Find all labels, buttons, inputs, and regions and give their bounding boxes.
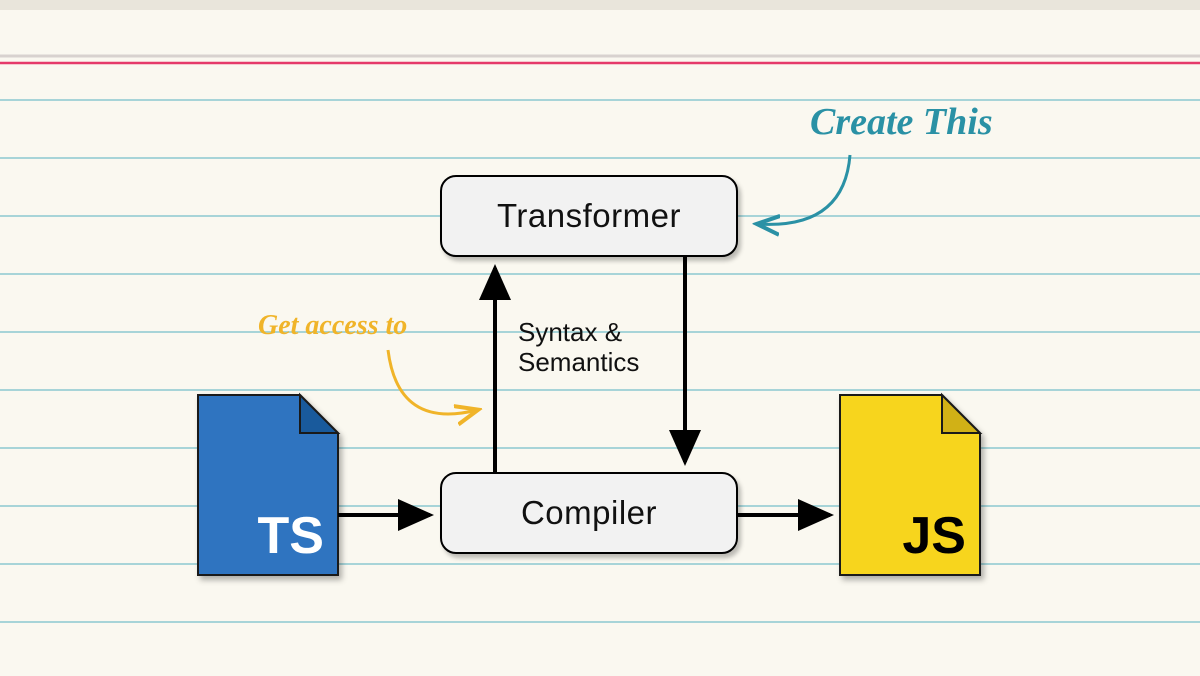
syntax-label-line2: Semantics [518, 347, 639, 377]
get-access-to-arrow [388, 350, 477, 414]
transformer-label: Transformer [497, 197, 681, 235]
compiler-label: Compiler [521, 494, 657, 532]
svg-text:JS: JS [902, 507, 966, 565]
transformer-node: Transformer [440, 175, 738, 257]
create-this-annotation: Create This [810, 100, 993, 144]
ts-file-icon: TS [198, 395, 338, 575]
create-this-text: Create This [810, 101, 993, 143]
create-this-arrow [758, 155, 850, 224]
svg-text:TS: TS [258, 507, 324, 565]
get-access-to-text: Get access to [258, 310, 407, 341]
get-access-to-annotation: Get access to [258, 310, 407, 342]
syntax-label-line1: Syntax & [518, 317, 622, 347]
syntax-semantics-label: Syntax & Semantics [518, 318, 639, 378]
js-file-icon: JS [840, 395, 980, 575]
compiler-node: Compiler [440, 472, 738, 554]
